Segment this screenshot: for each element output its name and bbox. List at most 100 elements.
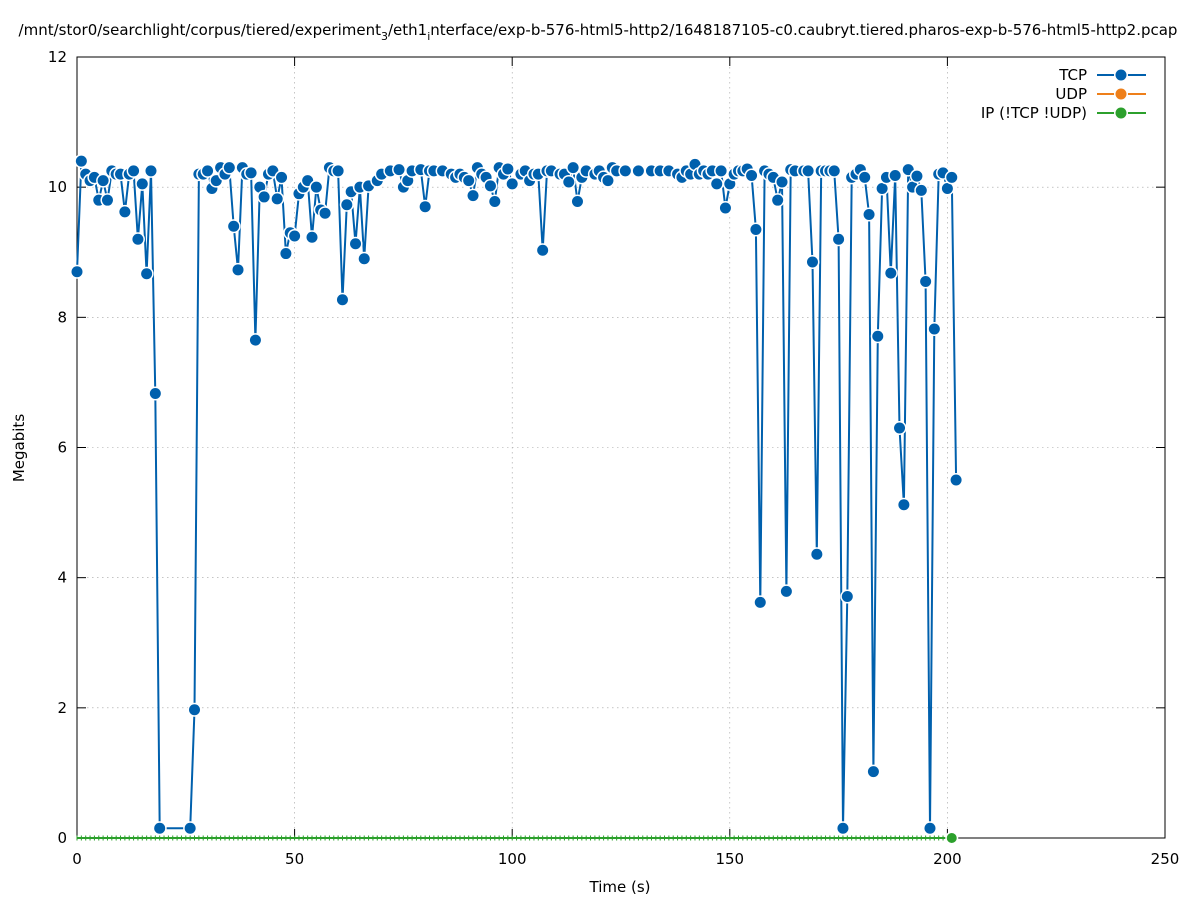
data-point <box>837 822 849 834</box>
data-point <box>602 175 614 187</box>
data-point <box>719 202 731 214</box>
data-point <box>950 474 962 486</box>
data-point <box>223 162 235 174</box>
legend-entry-tcp: TCP <box>1058 66 1146 84</box>
legend-marker <box>1115 88 1127 100</box>
x-tick-label: 50 <box>285 850 304 868</box>
data-point <box>276 171 288 183</box>
data-point <box>941 182 953 194</box>
data-point <box>571 195 583 207</box>
data-point <box>189 704 201 716</box>
data-point <box>902 164 914 176</box>
data-point <box>537 244 549 256</box>
y-tick-label: 10 <box>48 178 67 196</box>
data-point <box>619 165 631 177</box>
data-point <box>859 171 871 183</box>
y-axis-label: Megabits <box>10 414 28 482</box>
data-point <box>924 822 936 834</box>
data-point <box>885 267 897 279</box>
data-point <box>920 276 932 288</box>
data-point <box>506 178 518 190</box>
legend-entry-udp: UDP <box>1055 85 1146 103</box>
series-ip-tcp-udp <box>76 831 959 845</box>
data-point <box>806 256 818 268</box>
x-tick-label: 100 <box>498 850 527 868</box>
y-tick-label: 0 <box>57 829 67 847</box>
data-point <box>946 171 958 183</box>
x-axis-label: Time (s) <box>589 878 651 896</box>
data-point <box>484 180 496 192</box>
data-point <box>310 181 322 193</box>
data-point <box>894 422 906 434</box>
data-point <box>271 193 283 205</box>
legend-entry-ip-tcp-udp: IP (!TCP !UDP) <box>981 104 1146 122</box>
x-tick-label: 0 <box>72 850 82 868</box>
data-point <box>101 194 113 206</box>
data-point <box>567 162 579 174</box>
series-layer <box>70 154 964 845</box>
data-point <box>833 233 845 245</box>
data-point <box>872 330 884 342</box>
data-point <box>889 169 901 181</box>
data-point <box>563 176 575 188</box>
data-point <box>149 387 161 399</box>
legend-marker <box>1115 69 1127 81</box>
data-point <box>119 206 131 218</box>
data-point <box>502 163 514 175</box>
data-point <box>245 167 257 179</box>
data-point <box>332 165 344 177</box>
data-point <box>306 231 318 243</box>
data-point <box>289 230 301 242</box>
grid <box>77 57 1165 838</box>
data-point <box>811 548 823 560</box>
data-point <box>358 253 370 265</box>
data-point <box>928 323 940 335</box>
data-point <box>154 822 166 834</box>
series-line <box>76 160 958 830</box>
data-point <box>249 334 261 346</box>
x-tick-label: 150 <box>715 850 744 868</box>
data-point <box>71 266 83 278</box>
data-point <box>184 822 196 834</box>
y-tick-label: 2 <box>57 699 67 717</box>
data-point <box>750 223 762 235</box>
legend-label: IP (!TCP !UDP) <box>981 104 1087 122</box>
data-point <box>336 294 348 306</box>
data-point <box>210 175 222 187</box>
data-point <box>267 165 279 177</box>
data-point <box>867 766 879 778</box>
data-point <box>350 238 362 250</box>
data-point <box>689 158 701 170</box>
data-point <box>341 199 353 211</box>
data-point <box>776 176 788 188</box>
data-point <box>393 164 405 176</box>
data-point <box>489 195 501 207</box>
y-tick-label: 12 <box>48 48 67 66</box>
series-tcp <box>70 154 964 836</box>
data-point <box>841 591 853 603</box>
data-point <box>202 165 214 177</box>
chart-title: /mnt/stor0/searchlight/corpus/tiered/exp… <box>19 21 1178 43</box>
data-point <box>711 178 723 190</box>
data-point <box>715 165 727 177</box>
data-point <box>780 585 792 597</box>
data-point <box>302 175 314 187</box>
x-tick-label: 250 <box>1151 850 1180 868</box>
axis-ticks: 0 2 4 6 8 10 12 0 50 100 150 200 250 <box>48 48 1179 868</box>
data-point <box>75 155 87 167</box>
data-point <box>402 175 414 187</box>
y-tick-label: 6 <box>57 439 67 457</box>
data-point <box>128 165 140 177</box>
data-point <box>228 220 240 232</box>
data-point <box>145 165 157 177</box>
legend-label: UDP <box>1055 85 1087 103</box>
data-point <box>802 165 814 177</box>
data-point <box>828 165 840 177</box>
data-point <box>898 499 910 511</box>
data-point <box>258 191 270 203</box>
x-tick-label: 200 <box>933 850 962 868</box>
y-tick-label: 8 <box>57 308 67 326</box>
data-point <box>97 175 109 187</box>
